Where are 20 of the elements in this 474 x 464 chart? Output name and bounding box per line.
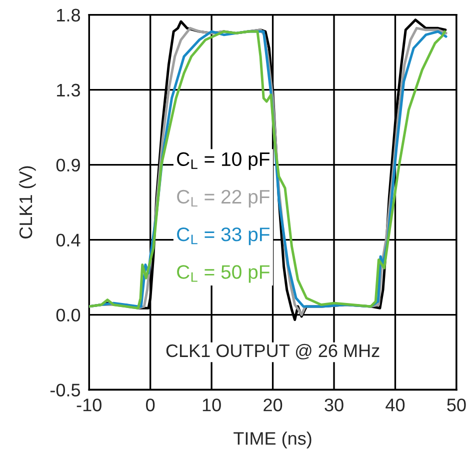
y-tick-label: -0.5 bbox=[50, 384, 80, 396]
y-tick-label: 0.9 bbox=[56, 158, 80, 172]
x-tick-label: 0 bbox=[146, 398, 155, 412]
y-tick-label: 0.4 bbox=[56, 234, 80, 247]
y-axis-title: CLK1 (V) bbox=[18, 166, 36, 239]
x-axis-title: TIME (ns) bbox=[234, 432, 312, 448]
x-tick-label: 40 bbox=[386, 398, 405, 412]
series-label: C$_{L}$ = 22 pF bbox=[177, 190, 270, 208]
series-label: C$_{L}$ = 10 pF bbox=[177, 152, 270, 170]
series-label: C$_{L}$ = 50 pF bbox=[177, 265, 270, 283]
annotation: CLK1 OUTPUT @ 26 MHz bbox=[166, 344, 380, 360]
x-tick-label: -10 bbox=[76, 398, 102, 412]
y-tick-label: 1.3 bbox=[57, 84, 80, 97]
y-tick-label: 0.0 bbox=[56, 308, 80, 322]
x-tick-label: 10 bbox=[202, 398, 221, 412]
series-label: C$_{L}$ = 33 pF bbox=[177, 228, 270, 246]
x-tick-label: 50 bbox=[447, 398, 466, 412]
x-tick-label: 20 bbox=[264, 398, 282, 412]
y-tick-label: 1.8 bbox=[57, 8, 80, 22]
x-tick-label: 30 bbox=[324, 398, 344, 412]
